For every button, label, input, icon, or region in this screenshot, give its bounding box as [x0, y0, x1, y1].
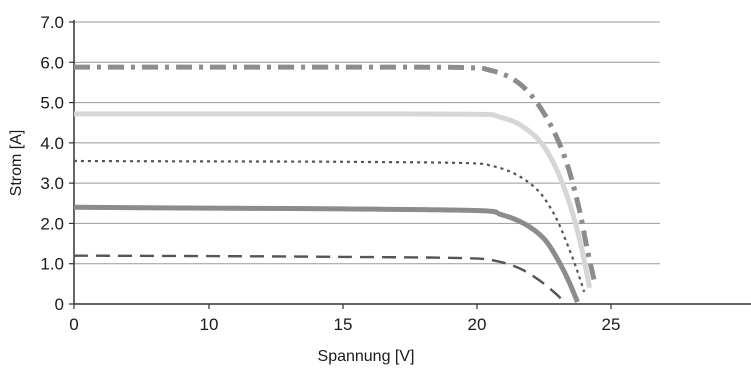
x-axis-title: Spannung [V]	[318, 348, 415, 365]
y-tick-label-2: 2.0	[40, 214, 64, 233]
series-lines	[73, 64, 598, 305]
series-line-4	[73, 204, 580, 303]
series-line-5	[73, 254, 567, 305]
y-tick-label-5: 5.0	[40, 94, 64, 113]
y-axis-title: Strom [A]	[8, 130, 25, 197]
y-tick-label-3: 3.0	[40, 174, 64, 193]
x-tick-label-1: 10	[200, 315, 219, 334]
y-tick-label-7: 7.0	[40, 13, 64, 32]
x-tick-label-3: 20	[468, 315, 487, 334]
y-tick-label-6: 6.0	[40, 53, 64, 72]
x-tick-label-2: 15	[334, 315, 353, 334]
grid-lines	[74, 21, 660, 265]
y-tick-label-1: 1.0	[40, 255, 64, 274]
x-tick-label-4: 25	[602, 315, 621, 334]
axes	[69, 20, 751, 309]
tick-labels: 0 1.0 2.0 3.0 4.0 5.0 6.0 7.0 0 10 15 20 25	[40, 13, 620, 334]
y-tick-label-0: 0	[55, 295, 64, 314]
x-tick-label-0: 0	[69, 315, 78, 334]
series-line-2	[73, 111, 593, 289]
series-line-3	[73, 159, 586, 293]
y-tick-label-4: 4.0	[40, 134, 64, 153]
series-line-1	[74, 64, 598, 285]
